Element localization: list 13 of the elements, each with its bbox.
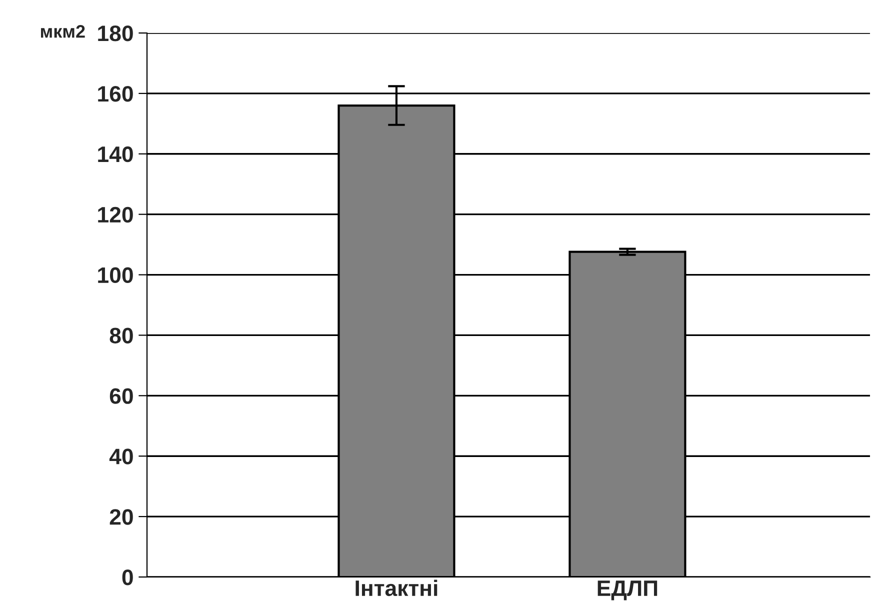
- y-tick-label: 80: [110, 328, 133, 344]
- y-tick-label: 120: [98, 206, 133, 223]
- y-axis-title: мкм2: [41, 25, 85, 38]
- x-tick-label: ЕДЛП: [598, 580, 658, 600]
- y-tick-label: 180: [98, 26, 133, 42]
- y-tick-label: 160: [98, 86, 133, 102]
- y-tick-label: 0: [122, 570, 133, 586]
- y-tick-label: 100: [98, 267, 133, 284]
- y-tick-label: 60: [110, 388, 133, 404]
- x-tick-label: Інтактні: [356, 580, 438, 596]
- y-tick-label: 20: [110, 509, 133, 525]
- y-tick-label: 140: [98, 146, 133, 162]
- y-tick-label: 40: [109, 448, 133, 464]
